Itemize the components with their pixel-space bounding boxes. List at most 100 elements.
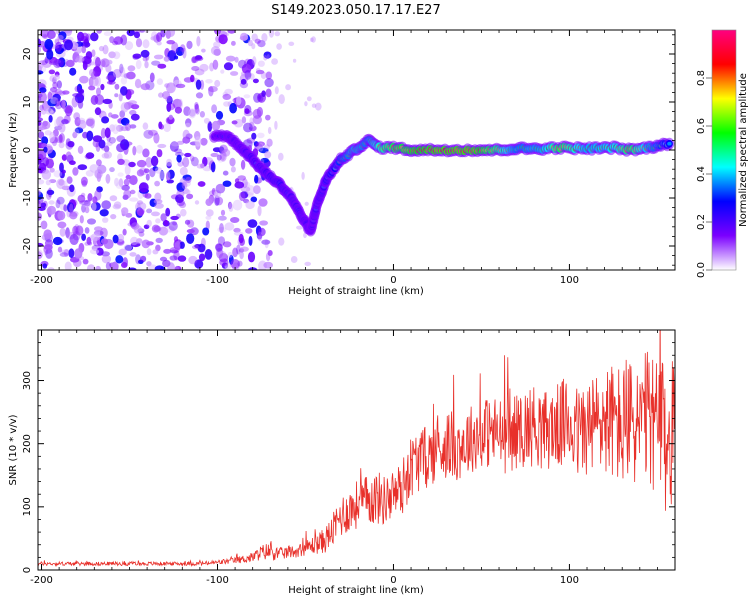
noise-blob	[230, 71, 239, 76]
noise-blob	[120, 102, 129, 113]
noise-blob	[261, 90, 266, 97]
noise-blob	[215, 183, 226, 194]
noise-blob	[61, 119, 69, 125]
noise-blob	[63, 180, 68, 187]
noise-blob	[142, 122, 149, 130]
noise-blob	[73, 128, 80, 137]
noise-blob	[265, 114, 271, 121]
noise-blob	[264, 144, 270, 150]
spectrogram-xtick-label: -100	[206, 275, 229, 286]
snr-xtick-label: 100	[560, 575, 579, 586]
noise-blob	[200, 163, 205, 169]
noise-blob	[60, 99, 66, 110]
noise-blob	[301, 171, 305, 180]
noise-blob	[129, 197, 139, 202]
noise-blob	[39, 104, 44, 111]
noise-blob	[197, 181, 206, 187]
noise-blob	[40, 220, 48, 230]
noise-blob	[154, 180, 161, 187]
noise-blob	[151, 224, 160, 233]
noise-blob	[245, 228, 253, 234]
noise-blob	[222, 180, 232, 187]
snr-ylabel: SNR (10 * v/v)	[8, 414, 19, 485]
noise-blob	[49, 167, 55, 173]
noise-blob	[54, 58, 65, 68]
noise-blob	[174, 265, 179, 270]
noise-blob	[38, 91, 47, 103]
noise-blob	[186, 193, 194, 200]
noise-blob	[125, 123, 131, 132]
noise-blob	[115, 255, 124, 264]
noise-blob	[100, 83, 105, 91]
spectrogram-ridge	[209, 129, 675, 237]
noise-blob	[84, 154, 93, 160]
noise-blob	[77, 100, 84, 109]
noise-blob	[124, 41, 134, 51]
noise-blob	[210, 152, 219, 158]
noise-blob	[166, 102, 176, 111]
noise-blob	[129, 189, 136, 195]
colorbar-label: Normalized spectral amplitude	[738, 73, 749, 227]
noise-blob	[73, 259, 82, 267]
noise-blob	[259, 220, 268, 226]
noise-blob	[223, 101, 231, 107]
noise-blob	[136, 208, 145, 216]
noise-blob	[185, 176, 192, 184]
noise-blob	[205, 220, 210, 230]
noise-blob	[155, 218, 161, 224]
noise-blob	[126, 30, 135, 37]
noise-blob	[250, 196, 258, 203]
noise-blob	[252, 78, 259, 84]
noise-blob	[288, 41, 295, 46]
noise-blob	[198, 253, 206, 262]
noise-blob	[241, 63, 252, 74]
noise-blob	[41, 121, 51, 130]
noise-blob	[91, 49, 96, 57]
noise-blob	[66, 176, 73, 184]
noise-blob	[52, 236, 63, 246]
noise-blob	[43, 34, 49, 39]
noise-blob	[166, 40, 175, 45]
noise-blob	[102, 44, 109, 55]
noise-blob	[223, 62, 234, 71]
noise-blob	[182, 136, 191, 144]
noise-blob	[42, 263, 48, 269]
noise-blob	[57, 34, 64, 41]
noise-blob	[243, 94, 251, 99]
noise-blob	[149, 72, 155, 83]
spectrogram-ytick-label: -10	[22, 190, 33, 206]
noise-blob	[306, 96, 312, 102]
noise-blob	[143, 30, 150, 33]
noise-blob	[94, 107, 102, 116]
noise-blob	[145, 173, 150, 181]
noise-blob	[89, 248, 100, 255]
noise-blob	[237, 260, 243, 267]
noise-blob	[43, 244, 53, 251]
spectrogram-ytick-label: 20	[22, 48, 33, 61]
noise-blob	[77, 145, 84, 154]
noise-blob	[59, 252, 69, 257]
noise-blob	[100, 238, 109, 245]
noise-blob	[175, 83, 186, 89]
noise-blob	[81, 46, 86, 54]
noise-blob	[84, 206, 90, 214]
noise-blob	[163, 219, 169, 226]
noise-blob	[118, 248, 127, 256]
noise-blob	[108, 51, 116, 59]
noise-blob	[244, 181, 250, 187]
noise-blob	[68, 248, 75, 258]
noise-blob	[227, 201, 233, 210]
noise-blob	[256, 233, 263, 240]
noise-blob	[292, 58, 297, 63]
noise-blob	[48, 60, 59, 66]
spectrogram-xtick-label: 0	[390, 275, 396, 286]
noise-blob	[86, 118, 94, 127]
noise-blob	[132, 145, 137, 156]
noise-blob	[167, 82, 174, 94]
noise-blob	[205, 79, 213, 84]
noise-blob	[166, 30, 176, 37]
noise-blob	[174, 265, 182, 270]
noise-blob	[65, 227, 70, 239]
noise-blob	[130, 104, 140, 110]
noise-blob	[210, 161, 216, 173]
